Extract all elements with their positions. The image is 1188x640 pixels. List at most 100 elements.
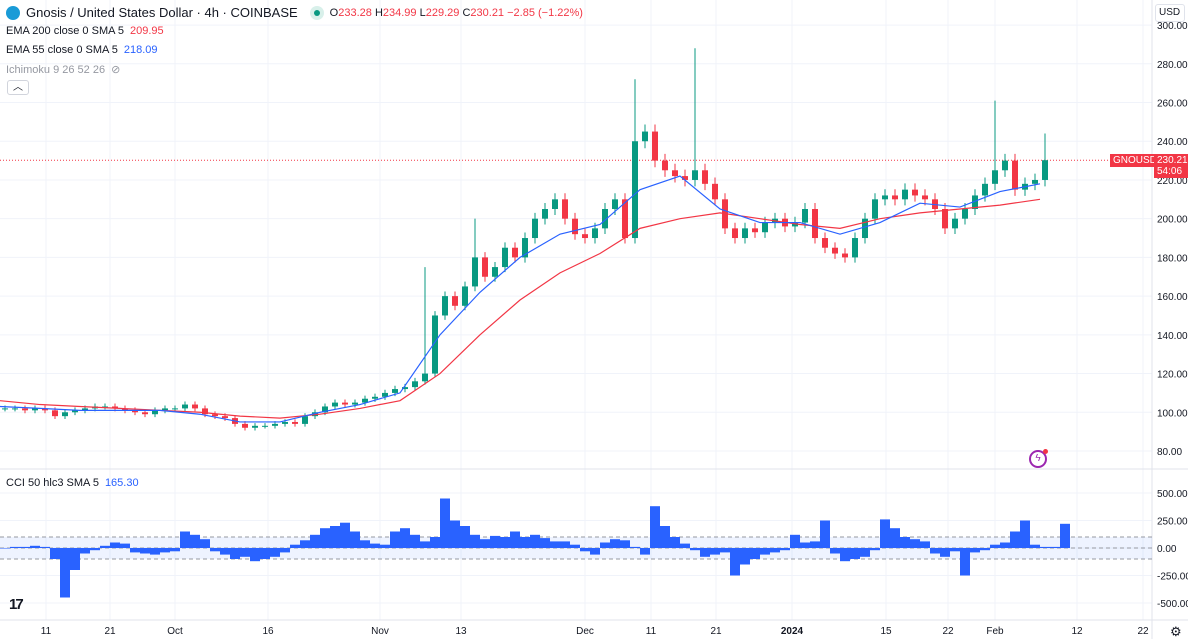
candle xyxy=(432,315,438,374)
cci-bar xyxy=(670,537,680,548)
cci-bar xyxy=(990,544,1000,548)
cci-bar xyxy=(30,545,40,548)
candle xyxy=(372,396,378,399)
cci-bar xyxy=(540,538,550,548)
ichimoku-legend[interactable]: Ichimoku 9 26 52 26 ⊘ xyxy=(6,63,121,77)
candle xyxy=(472,257,478,287)
candle xyxy=(512,247,518,258)
cci-bar xyxy=(810,541,820,548)
candle xyxy=(492,267,498,277)
ema200-legend[interactable]: EMA 200 close 0 SMA 5 209.95 xyxy=(6,25,164,37)
candle xyxy=(692,170,698,180)
candle xyxy=(952,218,958,229)
candle xyxy=(542,209,548,219)
candle xyxy=(1002,160,1008,171)
cci-bar xyxy=(240,548,250,557)
cci-bar xyxy=(460,526,470,548)
cci-bar xyxy=(160,548,170,553)
cci-bar xyxy=(660,526,670,548)
cci-bar xyxy=(930,548,940,554)
cci-bar xyxy=(620,540,630,548)
ohlc-values: O233.28 H234.99 L229.29 C230.21 −2.85 (−… xyxy=(329,6,583,19)
candle xyxy=(62,412,68,417)
cci-axis-label: 500.00 xyxy=(1157,489,1188,500)
lightning-alert-icon[interactable]: ϟ xyxy=(1029,449,1048,468)
candle xyxy=(912,189,918,196)
candle xyxy=(262,425,268,427)
cci-bar xyxy=(230,548,240,559)
candle xyxy=(422,373,428,382)
cci-bar xyxy=(480,539,490,548)
candle xyxy=(452,296,458,306)
candle xyxy=(292,421,298,424)
cci-bar xyxy=(550,541,560,548)
cci-bar xyxy=(700,548,710,557)
time-axis-label: Oct xyxy=(167,626,183,637)
candle xyxy=(272,423,278,426)
cci-axis-label: 0.00 xyxy=(1157,544,1177,555)
cci-bar xyxy=(920,541,930,548)
time-axis-label: Feb xyxy=(986,626,1004,637)
cci-bar xyxy=(750,548,760,559)
symbol-title[interactable]: Gnosis / United States Dollar · 4h · COI… xyxy=(26,5,298,20)
candle xyxy=(22,408,28,411)
candle xyxy=(112,406,118,409)
time-axis-label: Nov xyxy=(371,626,389,637)
cci-bar xyxy=(400,528,410,548)
ema-line-ema55 xyxy=(0,175,1041,423)
candle xyxy=(702,170,708,184)
time-axis-label: 22 xyxy=(1137,626,1149,637)
time-axis-label: 2024 xyxy=(781,626,804,637)
candle xyxy=(322,406,328,413)
candle xyxy=(82,408,88,411)
cci-bar xyxy=(690,548,700,551)
cci-bar xyxy=(860,548,870,557)
candle xyxy=(352,402,358,405)
time-axis-label: 22 xyxy=(942,626,954,637)
candle xyxy=(882,195,888,200)
ema55-legend[interactable]: EMA 55 close 0 SMA 5 218.09 xyxy=(6,44,158,56)
candle xyxy=(412,381,418,388)
candle xyxy=(152,410,158,415)
candle xyxy=(502,247,508,268)
candle xyxy=(32,408,38,411)
candle xyxy=(72,410,78,413)
tradingview-logo[interactable]: 17 xyxy=(9,596,24,613)
currency-button[interactable]: USD xyxy=(1155,4,1185,22)
candle xyxy=(862,218,868,239)
candle xyxy=(302,416,308,424)
cci-bar xyxy=(1030,544,1040,548)
cci-bar xyxy=(380,544,390,548)
cci-bar xyxy=(640,548,650,555)
cci-bar xyxy=(360,540,370,548)
settings-gear-icon[interactable]: ⚙ xyxy=(1170,624,1182,639)
cci-bar xyxy=(900,537,910,548)
candle xyxy=(982,183,988,196)
price-axis-label: 160.00 xyxy=(1157,292,1188,303)
candle xyxy=(972,195,978,209)
cci-bar xyxy=(680,543,690,548)
candle xyxy=(382,392,388,397)
cci-bar xyxy=(940,548,950,557)
price-axis-label: 80.00 xyxy=(1157,447,1182,458)
cci-bar xyxy=(170,548,180,552)
candle xyxy=(872,199,878,219)
candle xyxy=(672,170,678,177)
candle xyxy=(602,209,608,229)
cci-bar xyxy=(760,548,770,555)
cci-legend[interactable]: CCI 50 hlc3 SMA 5 165.30 xyxy=(6,477,139,489)
cci-bar xyxy=(630,546,640,548)
eye-off-icon[interactable]: ⊘ xyxy=(111,64,121,76)
cci-bar xyxy=(20,546,30,548)
price-axis-label: 100.00 xyxy=(1157,408,1188,419)
cci-bar xyxy=(130,548,140,553)
price-axis-label: 200.00 xyxy=(1157,215,1188,226)
candle xyxy=(1032,179,1038,184)
cci-bar xyxy=(490,535,500,548)
candle xyxy=(182,404,188,409)
cci-bar xyxy=(610,539,620,548)
time-axis-label: 15 xyxy=(880,626,892,637)
cci-bar xyxy=(570,544,580,548)
collapse-legend-button[interactable]: ︿ xyxy=(7,80,29,95)
